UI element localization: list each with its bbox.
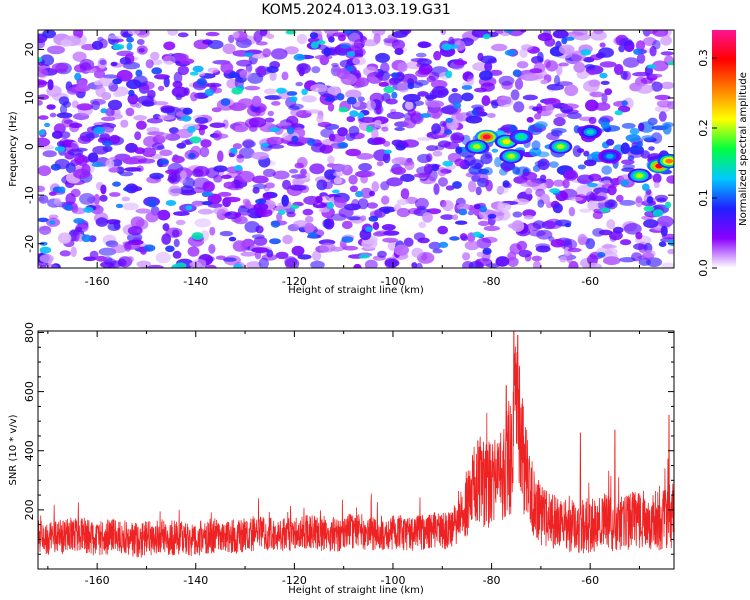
heatmap-hotspot-0 <box>475 129 499 145</box>
heatmap-x-tick-label: -80 <box>483 275 501 288</box>
snr-x-tick-label: -60 <box>581 574 599 587</box>
colorbar-tick-label: 0.2 <box>697 119 710 137</box>
colorbar-tick-label: 0.0 <box>697 259 710 277</box>
heatmap-y-tick-label: -10 <box>23 186 36 204</box>
snr-y-tick-label: 600 <box>23 381 36 402</box>
heatmap-hotspot-5 <box>548 139 573 154</box>
snr-x-tick-label: -80 <box>483 574 501 587</box>
colorbar-tick-label: 0.3 <box>697 49 710 67</box>
heatmap-x-tick-label: -60 <box>581 275 599 288</box>
heatmap-y-tick-label: 20 <box>23 42 36 56</box>
heatmap-x-tick-label: -120 <box>282 275 307 288</box>
colorbar-ticks: 0.0 0.1 0.2 0.3 <box>697 49 717 277</box>
heatmap-y-tick-label: 10 <box>23 91 36 105</box>
snr-plot-frame <box>37 330 675 570</box>
colorbar-tick-label: 0.1 <box>697 189 710 207</box>
heatmap-x-tick-label: -160 <box>85 275 110 288</box>
heatmap-y-tick-label: 0 <box>23 143 36 150</box>
heatmap-hotspot-7 <box>598 149 622 164</box>
snr-x-tick-label: -120 <box>282 574 307 587</box>
snr-y-tick-label: 200 <box>23 499 36 520</box>
colorbar-label: Normalized spectral amplitude <box>738 72 749 226</box>
heatmap-hotspot-8 <box>627 168 652 183</box>
snr-x-tick-label: -160 <box>85 574 110 587</box>
snr-x-tick-label: -140 <box>183 574 208 587</box>
snr-x-axis-label: Height of straight line (km) <box>288 585 424 596</box>
snr-y-tick-label: 800 <box>23 322 36 343</box>
chart-title: KOM5.2024.013.03.19.G31 <box>261 2 450 18</box>
snr-x-tick-label: -100 <box>380 574 405 587</box>
snr-series-line <box>38 331 674 558</box>
heatmap-area <box>38 30 674 268</box>
heatmap-y-axis-label: Frequency (Hz) <box>8 111 19 187</box>
heatmap-frame <box>37 29 675 269</box>
colorbar <box>712 30 736 268</box>
snr-plot-area <box>38 331 674 558</box>
heatmap-x-tick-label: -140 <box>183 275 208 288</box>
heatmap-hotspot-1 <box>465 139 489 154</box>
snr-y-axis-label: SNR (10 * v/v) <box>8 414 19 485</box>
heatmap-x-tick-label: -100 <box>380 275 405 288</box>
heatmap-texture <box>38 30 674 268</box>
snr-y-tick-label: 400 <box>23 440 36 461</box>
heatmap-hotspot-4 <box>509 129 533 145</box>
snr-axes: -160 -140 -120 -100 -80 -60 200 400 600 800 <box>23 322 674 587</box>
heatmap-hotspot-6 <box>578 124 602 140</box>
heatmap-y-tick-label: -20 <box>23 235 36 253</box>
heatmap-hotspot-10 <box>657 153 674 169</box>
heatmap-hotspot-3 <box>499 149 523 164</box>
heatmap-x-axis-label: Height of straight line (km) <box>288 285 424 296</box>
